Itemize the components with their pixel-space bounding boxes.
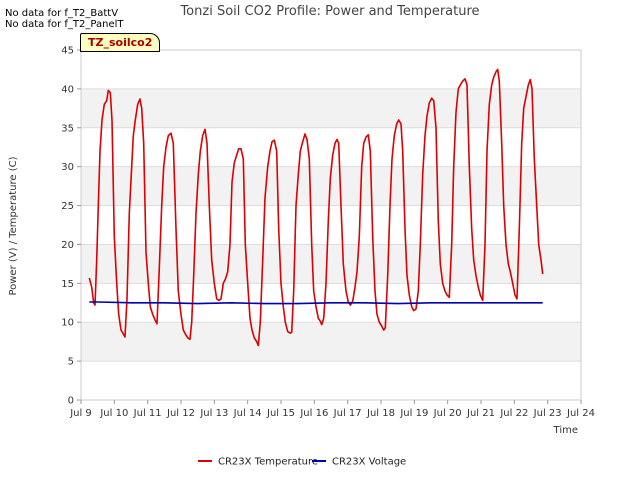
plot-frame [80, 49, 582, 401]
y-tick-label: 20 [61, 240, 74, 251]
y-tick-label: 30 [61, 162, 74, 173]
y-tick-label: 25 [61, 201, 74, 212]
x-tick-label: Jul 23 [533, 408, 562, 419]
plot-band [81, 244, 581, 284]
y-tick-label: 40 [61, 84, 74, 95]
legend-label: CR23X Voltage [332, 457, 406, 468]
plot-band [81, 88, 581, 128]
x-axis-title: Time [553, 425, 578, 436]
x-tick-label: Jul 21 [466, 408, 495, 419]
x-tick-label: Jul 10 [99, 408, 128, 419]
y-axis-title: Power (V) / Temperature (C) [8, 156, 19, 295]
x-tick-label: Jul 11 [133, 408, 162, 419]
y-tick-label: 35 [61, 123, 74, 134]
temperature-series-line [88, 68, 544, 347]
x-tick-label: Jul 18 [366, 408, 395, 419]
y-tick-label: 15 [61, 279, 74, 290]
x-tick-label: Jul 17 [333, 408, 362, 419]
x-tick-label: Jul 19 [399, 408, 428, 419]
x-tick-label: Jul 22 [499, 408, 528, 419]
plot-band [81, 322, 581, 362]
x-tick-label: Jul 20 [433, 408, 462, 419]
legend-label: CR23X Temperature [218, 457, 318, 468]
voltage-series-line [89, 301, 543, 305]
y-tick-label: 0 [68, 396, 74, 407]
x-tick-label: Jul 9 [69, 408, 92, 419]
x-tick-label: Jul 24 [566, 408, 595, 419]
x-tick-label: Jul 16 [299, 408, 328, 419]
x-tick-label: Jul 13 [199, 408, 228, 419]
plot-bands [81, 88, 581, 362]
x-axis: Jul 9 Jul 10 Jul 11 Jul 12 Jul 13 Jul 14 Jul 1… [69, 400, 595, 419]
y-tick-label: 45 [61, 46, 74, 57]
legend: CR23X Temperature CR23X Voltage [198, 457, 406, 468]
site-label-badge: TZ_soilco2 [80, 33, 161, 52]
nodata-message-battv: No data for f_T2_BattV [5, 8, 119, 19]
x-tick-label: Jul 15 [266, 408, 295, 419]
y-tick-label: 5 [68, 357, 74, 368]
x-tick-label: Jul 12 [166, 408, 195, 419]
y-tick-label: 10 [61, 318, 74, 329]
x-tick-label: Jul 14 [233, 408, 262, 419]
nodata-message-panelt: No data for f_T2_PanelT [5, 19, 124, 30]
y-axis: 0 5 10 15 20 25 30 35 40 45 [61, 46, 81, 407]
series-group [88, 68, 544, 347]
chart-title: Tonzi Soil CO2 Profile: Power and Temper… [179, 4, 479, 19]
